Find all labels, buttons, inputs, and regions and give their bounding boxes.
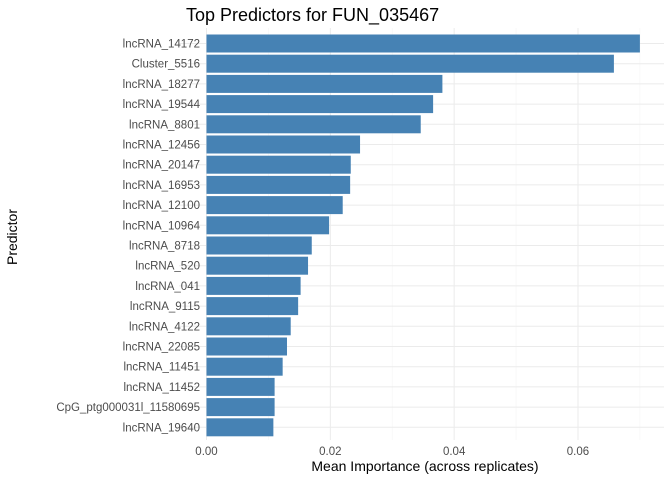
y-tick-label: lncRNA_8718 bbox=[129, 241, 200, 253]
bar bbox=[206, 297, 299, 316]
bar bbox=[206, 398, 275, 417]
y-tick-label: lncRNA_12456 bbox=[123, 140, 200, 152]
y-axis-title: Predictor bbox=[4, 209, 20, 265]
bar bbox=[206, 276, 301, 295]
bar bbox=[206, 54, 614, 73]
y-tick-label: lncRNA_9115 bbox=[130, 301, 200, 313]
bar bbox=[206, 95, 434, 114]
x-tick-labels: 0.00 0.02 0.04 0.06 bbox=[195, 446, 589, 458]
bar bbox=[206, 377, 275, 396]
bars bbox=[206, 34, 640, 437]
bar bbox=[206, 155, 351, 174]
x-tick-label: 0.06 bbox=[567, 446, 589, 458]
x-axis-title: Mean Importance (across replicates) bbox=[311, 458, 538, 474]
y-tick-label: lncRNA_18277 bbox=[123, 79, 200, 91]
bar bbox=[206, 337, 287, 356]
bar bbox=[206, 418, 274, 437]
y-tick-label: lncRNA_10964 bbox=[123, 220, 201, 232]
bar bbox=[206, 135, 361, 154]
y-tick-labels: lncRNA_14172 Cluster_5516 lncRNA_18277 lncR… bbox=[56, 39, 200, 435]
y-tick-label: lncRNA_14172 bbox=[123, 39, 200, 51]
bar bbox=[206, 256, 309, 275]
y-tick-label: lncRNA_041 bbox=[135, 281, 200, 293]
x-tick-label: 0.02 bbox=[319, 446, 341, 458]
y-tick-label: lncRNA_520 bbox=[135, 261, 200, 273]
chart-title: Top Predictors for FUN_035467 bbox=[186, 5, 439, 26]
bar bbox=[206, 175, 351, 194]
y-tick-label: lncRNA_19544 bbox=[123, 99, 201, 111]
y-tick-label: lncRNA_4122 bbox=[129, 321, 200, 333]
bar bbox=[206, 34, 640, 53]
x-tick-label: 0.04 bbox=[443, 446, 466, 458]
bar bbox=[206, 317, 291, 336]
x-tick-label: 0.00 bbox=[195, 446, 217, 458]
bar bbox=[206, 74, 443, 93]
bar bbox=[206, 196, 343, 215]
y-tick-label: lncRNA_22085 bbox=[123, 342, 200, 354]
y-tick-label: lncRNA_11451 bbox=[123, 362, 200, 374]
bar bbox=[206, 236, 312, 255]
bar bbox=[206, 216, 330, 235]
y-tick-label: lncRNA_20147 bbox=[123, 160, 200, 172]
y-tick-label: lncRNA_11452 bbox=[123, 382, 200, 394]
y-tick-label: lncRNA_16953 bbox=[123, 180, 200, 192]
y-tick-label: lncRNA_8801 bbox=[129, 119, 200, 131]
bar bbox=[206, 115, 421, 134]
y-tick-label: lncRNA_19640 bbox=[123, 422, 200, 434]
y-tick-label: Cluster_5516 bbox=[132, 59, 200, 71]
y-tick-label: CpG_ptg000031l_11580695 bbox=[56, 402, 200, 414]
y-tick-label: lncRNA_12100 bbox=[123, 200, 200, 212]
bar bbox=[206, 357, 283, 376]
